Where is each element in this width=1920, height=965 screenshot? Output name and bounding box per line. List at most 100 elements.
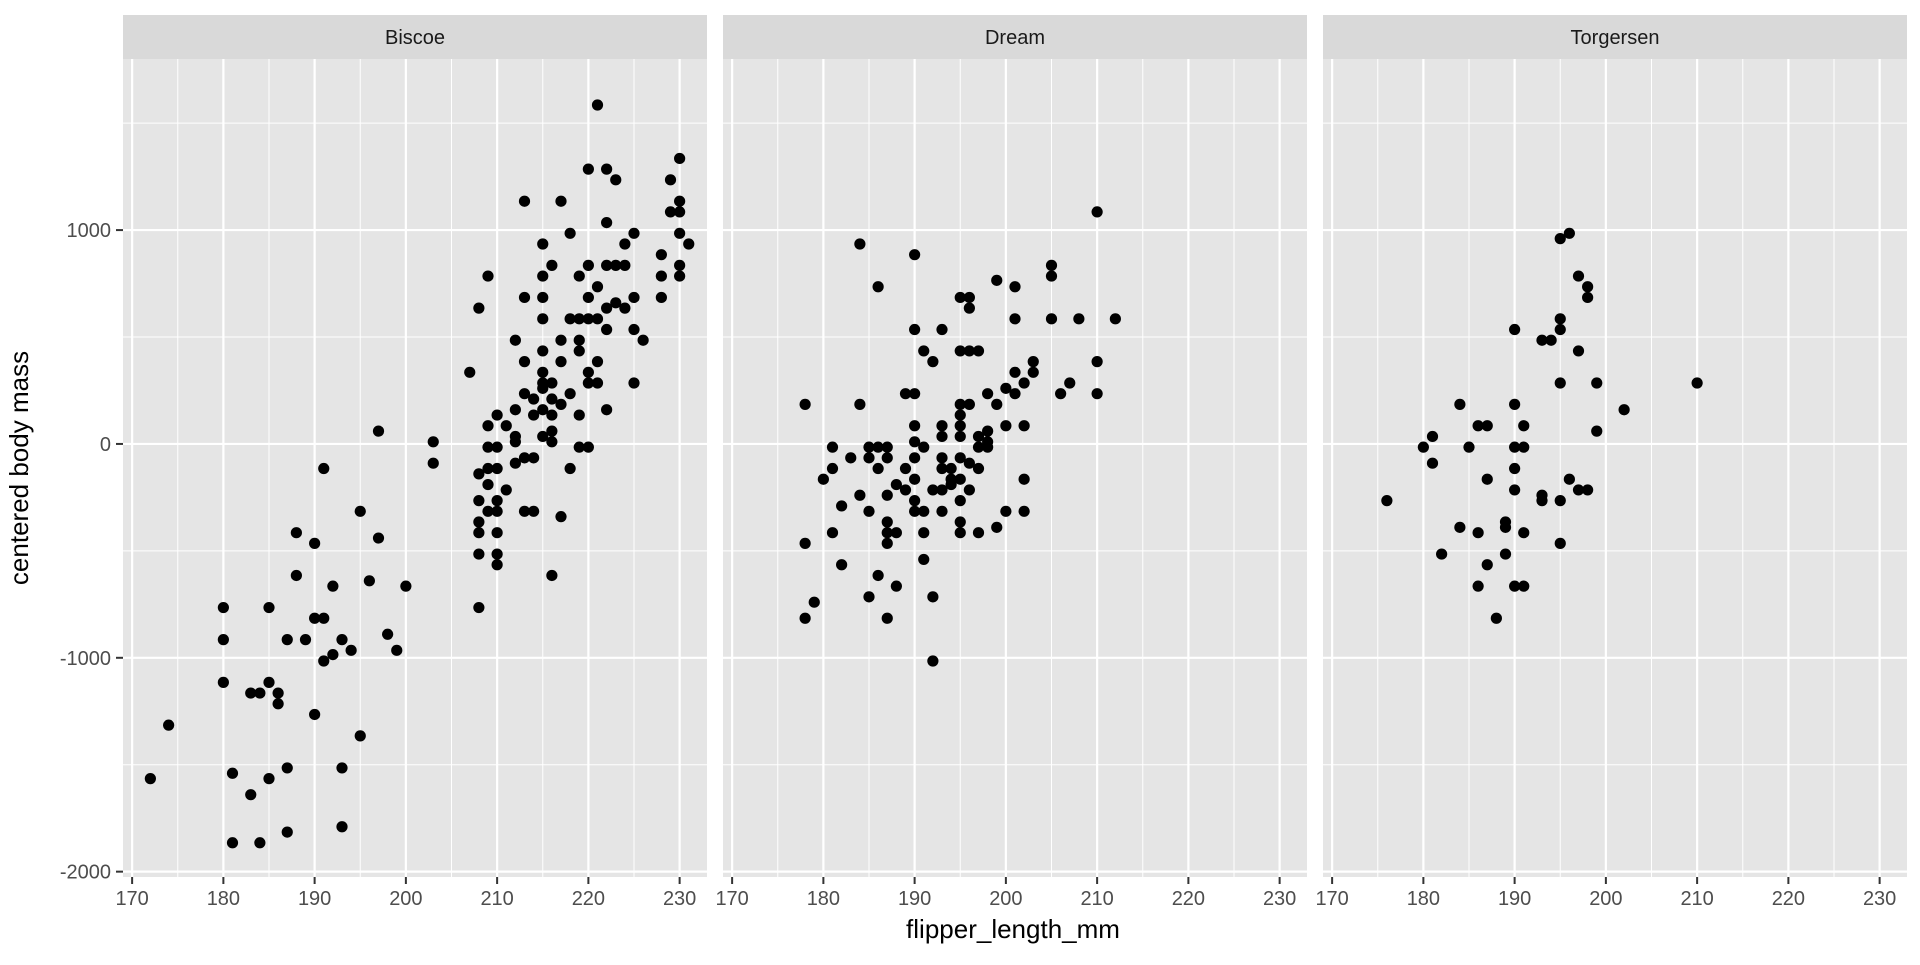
data-point bbox=[482, 505, 494, 517]
data-point bbox=[482, 462, 494, 475]
data-point bbox=[1499, 548, 1512, 560]
data-point bbox=[854, 489, 866, 501]
data-point bbox=[936, 420, 948, 432]
data-point bbox=[299, 634, 312, 646]
data-point bbox=[936, 505, 948, 517]
data-point bbox=[354, 505, 366, 517]
data-point bbox=[1027, 366, 1039, 378]
data-point bbox=[954, 430, 966, 443]
data-point bbox=[601, 323, 613, 336]
data-point bbox=[1509, 323, 1521, 336]
data-point bbox=[573, 441, 585, 453]
data-point bbox=[1018, 420, 1030, 432]
data-point bbox=[1481, 473, 1493, 485]
data-point bbox=[518, 195, 531, 207]
data-point bbox=[936, 484, 948, 496]
data-point bbox=[909, 452, 921, 464]
data-point bbox=[473, 601, 485, 614]
data-point bbox=[144, 773, 156, 785]
data-point bbox=[1536, 495, 1548, 507]
data-point bbox=[628, 377, 640, 389]
data-point bbox=[1509, 441, 1521, 453]
data-point bbox=[954, 291, 966, 304]
y-tick-label: 0 bbox=[100, 434, 111, 456]
data-point bbox=[327, 648, 339, 661]
data-point bbox=[290, 569, 302, 582]
data-point bbox=[555, 398, 567, 410]
data-point bbox=[872, 462, 884, 475]
data-point bbox=[972, 441, 985, 453]
data-point bbox=[1073, 313, 1085, 325]
data-point bbox=[537, 404, 549, 416]
y-tick-label: -2000 bbox=[60, 862, 111, 884]
data-point bbox=[473, 516, 485, 528]
x-tick-label: 170 bbox=[115, 888, 148, 910]
data-point bbox=[1426, 430, 1439, 443]
data-point bbox=[573, 345, 585, 357]
data-point bbox=[963, 291, 975, 304]
data-point bbox=[491, 441, 503, 453]
facet-strip-label: Torgersen bbox=[1571, 27, 1660, 49]
data-point bbox=[226, 837, 239, 849]
data-point bbox=[863, 441, 875, 453]
data-point bbox=[1463, 441, 1475, 453]
data-point bbox=[1091, 388, 1103, 400]
data-point bbox=[1554, 323, 1566, 336]
y-axis: 1000 0 -1000 -2000 bbox=[60, 220, 123, 884]
data-point bbox=[500, 484, 512, 496]
data-point bbox=[582, 163, 594, 175]
data-point bbox=[281, 762, 293, 774]
data-point bbox=[528, 452, 540, 464]
panel-background bbox=[1323, 59, 1907, 877]
data-point bbox=[936, 452, 948, 464]
data-point bbox=[491, 495, 503, 507]
data-point bbox=[863, 591, 875, 603]
data-point bbox=[382, 628, 394, 640]
facet-strip bbox=[123, 15, 707, 59]
data-point bbox=[591, 99, 604, 111]
data-point bbox=[482, 441, 494, 453]
data-point bbox=[610, 297, 622, 309]
data-point bbox=[972, 462, 985, 475]
data-point bbox=[890, 580, 902, 592]
data-point bbox=[1018, 505, 1030, 517]
data-point bbox=[1572, 484, 1585, 496]
data-point bbox=[573, 270, 585, 282]
data-point bbox=[263, 773, 275, 785]
data-point bbox=[872, 569, 884, 582]
data-point bbox=[927, 484, 939, 496]
data-point bbox=[391, 644, 403, 656]
data-point bbox=[909, 420, 921, 432]
data-point bbox=[936, 462, 948, 475]
data-point bbox=[518, 356, 531, 368]
data-point bbox=[226, 767, 239, 779]
data-point bbox=[263, 676, 275, 688]
data-point bbox=[254, 687, 266, 699]
data-point bbox=[217, 601, 229, 614]
data-point bbox=[963, 345, 975, 357]
data-point bbox=[890, 478, 902, 491]
data-point bbox=[799, 537, 811, 549]
data-point bbox=[500, 420, 512, 432]
data-point bbox=[564, 388, 576, 400]
data-point bbox=[537, 345, 549, 357]
data-point bbox=[982, 388, 994, 400]
data-point bbox=[582, 366, 594, 378]
panel-background bbox=[123, 59, 707, 877]
data-point bbox=[881, 452, 893, 464]
data-point bbox=[272, 698, 284, 710]
data-point bbox=[1091, 206, 1103, 218]
x-tick-label: 220 bbox=[1172, 888, 1205, 910]
data-point bbox=[582, 313, 594, 325]
data-point bbox=[799, 612, 811, 624]
data-point bbox=[927, 591, 939, 603]
data-point bbox=[1472, 580, 1484, 592]
facet-panel-dream: Dream bbox=[723, 15, 1307, 877]
data-point bbox=[927, 356, 939, 368]
data-point bbox=[345, 644, 357, 656]
data-point bbox=[281, 634, 293, 646]
data-point bbox=[290, 527, 302, 539]
data-point bbox=[826, 527, 839, 539]
data-point bbox=[991, 274, 1003, 286]
